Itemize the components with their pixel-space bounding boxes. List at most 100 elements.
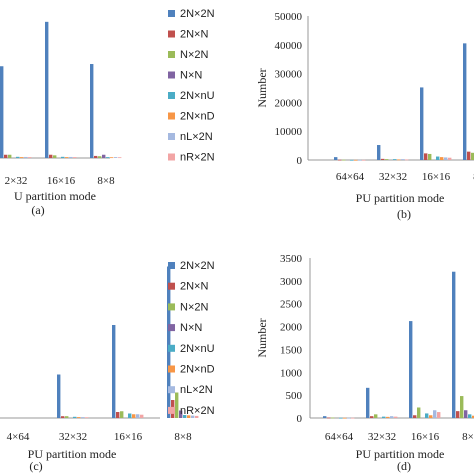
panel-c-legend-label: 2N×2N: [180, 260, 215, 272]
panel-a-legend-swatch: [168, 133, 175, 140]
panel-c-legend-swatch: [168, 365, 175, 373]
panel-a-bar-2N×nD-8×8: [110, 157, 114, 159]
panel-d-y-tick-label: 3000: [280, 276, 303, 288]
panel-a-x-axis-title: U partition mode: [14, 189, 96, 203]
panel-d-bar-nR×2N-64×64: [351, 417, 355, 419]
panel-d-bar-2N×nU-64×64: [339, 417, 343, 419]
panel-c-bar-nL×2N-32×32: [81, 417, 85, 418]
panel-b-y-tick-label: 40000: [275, 40, 303, 52]
panel-a-bar-2N×2N-16×16: [45, 21, 49, 159]
panel-d-bar-2N×N-16×16: [413, 415, 417, 418]
panel-a-bar-nL×2N-8×8: [114, 157, 118, 158]
panel-d-y-tick-label: 3500: [280, 253, 303, 265]
panel-a-bar-2N×2N-8×8: [90, 64, 94, 158]
panel-d-y-axis-title: Number: [255, 318, 269, 357]
panel-c-bar-2N×N-32×32: [61, 416, 65, 418]
panel-d-bar-2N×N-32×32: [370, 416, 374, 418]
panel-a-category-label: 2×32: [5, 175, 28, 187]
panel-b-label: (b): [397, 207, 411, 221]
panel-a-bar-nL×2N-16×16: [69, 156, 73, 158]
panel-c-bar-2N×nD-8×8: [187, 415, 191, 418]
panel-c-bar-nL×2N-8×8: [191, 415, 195, 418]
panel-a-bar-nR×2N-16×16: [73, 157, 77, 158]
panel-b-bar-nL×2N-64×64: [358, 159, 362, 161]
panel-d-bar-2N×N-64×64: [327, 417, 331, 419]
panel-c-bar-2N×N-16×16: [116, 412, 120, 418]
panel-c-category-label: 4×64: [7, 431, 30, 443]
panel-a-bar-nR×2N-8×8: [118, 157, 122, 159]
panel-c-bar-2N×nU-8×8: [183, 415, 187, 418]
panel-c-legend-label: nL×2N: [180, 384, 213, 396]
panel-a-legend-label: nL×2N: [180, 131, 213, 143]
panel-a-bar-2N×nU-8×8: [106, 157, 110, 158]
panel-d-bar-2N×nU-32×32: [382, 416, 386, 418]
panel-c-bar-2N×nD-16×16: [132, 414, 136, 418]
panel-b-bar-2N×nD-32×32: [397, 159, 401, 161]
panel-d-bar-nR×2N-16×16: [437, 412, 441, 418]
panel-a-legend-swatch: [168, 30, 175, 38]
panel-a-legend-label: 2N×nU: [180, 90, 215, 102]
panel-a-bar-2N×nU-16×16: [61, 156, 65, 158]
panel-b-bar-2N×2N-64×64: [334, 157, 338, 160]
panel-a-legend-swatch: [168, 153, 175, 161]
panel-b-bar-nL×2N-32×32: [401, 159, 405, 160]
panel-c-legend-label: 2N×N: [180, 281, 208, 293]
panel-a-legend-swatch: [168, 51, 175, 58]
panel-a-bar-2N×N-8×8: [94, 155, 98, 158]
panel-b-y-tick-label: 20000: [275, 97, 303, 109]
panel-c-legend-label: 2N×nU: [180, 343, 215, 355]
panel-b-bar-N×2N-16×16: [428, 153, 432, 160]
panel-d-bar-2N×2N-32×32: [366, 387, 370, 418]
panel-d-bar-nL×2N-16×16: [433, 410, 437, 418]
panel-c-category-label: 16×16: [114, 431, 143, 443]
panel-b-bar-nL×2N-16×16: [444, 157, 448, 160]
panel-a-bar-2N×nD-16×16: [65, 157, 69, 158]
panel-b-bar-nR×2N-64×64: [362, 159, 366, 161]
panel-d-bar-2N×nU-8×8: [468, 414, 472, 418]
panel-b-y-axis-title: Number: [255, 68, 269, 107]
panel-d-label: (d): [397, 459, 411, 473]
panel-c-bar-nR×2N-16×16: [140, 414, 144, 418]
panel-d-y-tick-label: 2000: [280, 322, 303, 334]
panel-a-legend-swatch: [168, 10, 175, 17]
panel-b-bar-nR×2N-32×32: [405, 159, 409, 161]
panel-d-y-tick-label: 500: [286, 390, 303, 402]
panel-d-category-label: 8×: [462, 431, 474, 443]
panel-c-category-label: 8×8: [174, 431, 192, 443]
panel-b-bar-N×2N-32×32: [385, 159, 389, 160]
panel-a-bar-N×2N-8×8: [98, 156, 102, 158]
panel-a-bar-N×2N-32×32: [8, 154, 12, 158]
panel-a-legend-label: N×N: [180, 70, 202, 82]
panel-d-y-tick-label: 1500: [280, 344, 303, 356]
panel-d-bar-N×2N-16×16: [417, 407, 421, 418]
panel-a-legend-swatch: [168, 71, 175, 79]
panel-b-bar-nR×2N-16×16: [448, 157, 452, 160]
panel-b-bar-2N×nU-16×16: [436, 156, 440, 160]
panel-d-bar-N×N-8×8: [464, 410, 468, 418]
panel-a-legend-label: 2N×2N: [180, 8, 215, 20]
panel-a-bar-2N×N-32×32: [4, 154, 8, 158]
panel-c-bar-N×2N-32×32: [65, 416, 69, 418]
panel-a-legend-swatch: [168, 92, 175, 99]
panel-d-bar-nL×2N-32×32: [390, 416, 394, 418]
panel-c-bar-2N×2N-16×16: [112, 325, 116, 418]
panel-b-bar-2N×nD-64×64: [354, 159, 358, 161]
panel-d-bar-2N×nD-32×32: [386, 416, 390, 418]
panel-c-category-label: 32×32: [59, 431, 87, 443]
panel-d-bar-N×2N-8×8: [460, 396, 464, 418]
panel-d-y-tick-label: 2500: [280, 299, 303, 311]
panel-b-bar-N×2N-64×64: [342, 159, 346, 161]
panel-c-bar-N×N-8×8: [179, 410, 183, 418]
panel-b-y-tick-label: 30000: [275, 69, 303, 81]
panel-c-bar-nR×2N-8×8: [195, 415, 199, 418]
panel-a-bar-2N×2N-32×32: [0, 66, 4, 158]
panel-b-category-label: 16×16: [422, 171, 451, 183]
panel-d-category-label: 32×32: [368, 431, 396, 443]
panel-c-legend-swatch: [168, 344, 175, 352]
panel-a-bar-2N×nU-32×32: [16, 156, 20, 158]
panel-a-bar-2N×N-16×16: [49, 154, 53, 158]
panel-a-bar-nR×2N-32×32: [28, 157, 32, 158]
panel-d-bar-nL×2N-64×64: [347, 417, 351, 419]
panel-c-bar-nL×2N-16×16: [136, 414, 140, 418]
